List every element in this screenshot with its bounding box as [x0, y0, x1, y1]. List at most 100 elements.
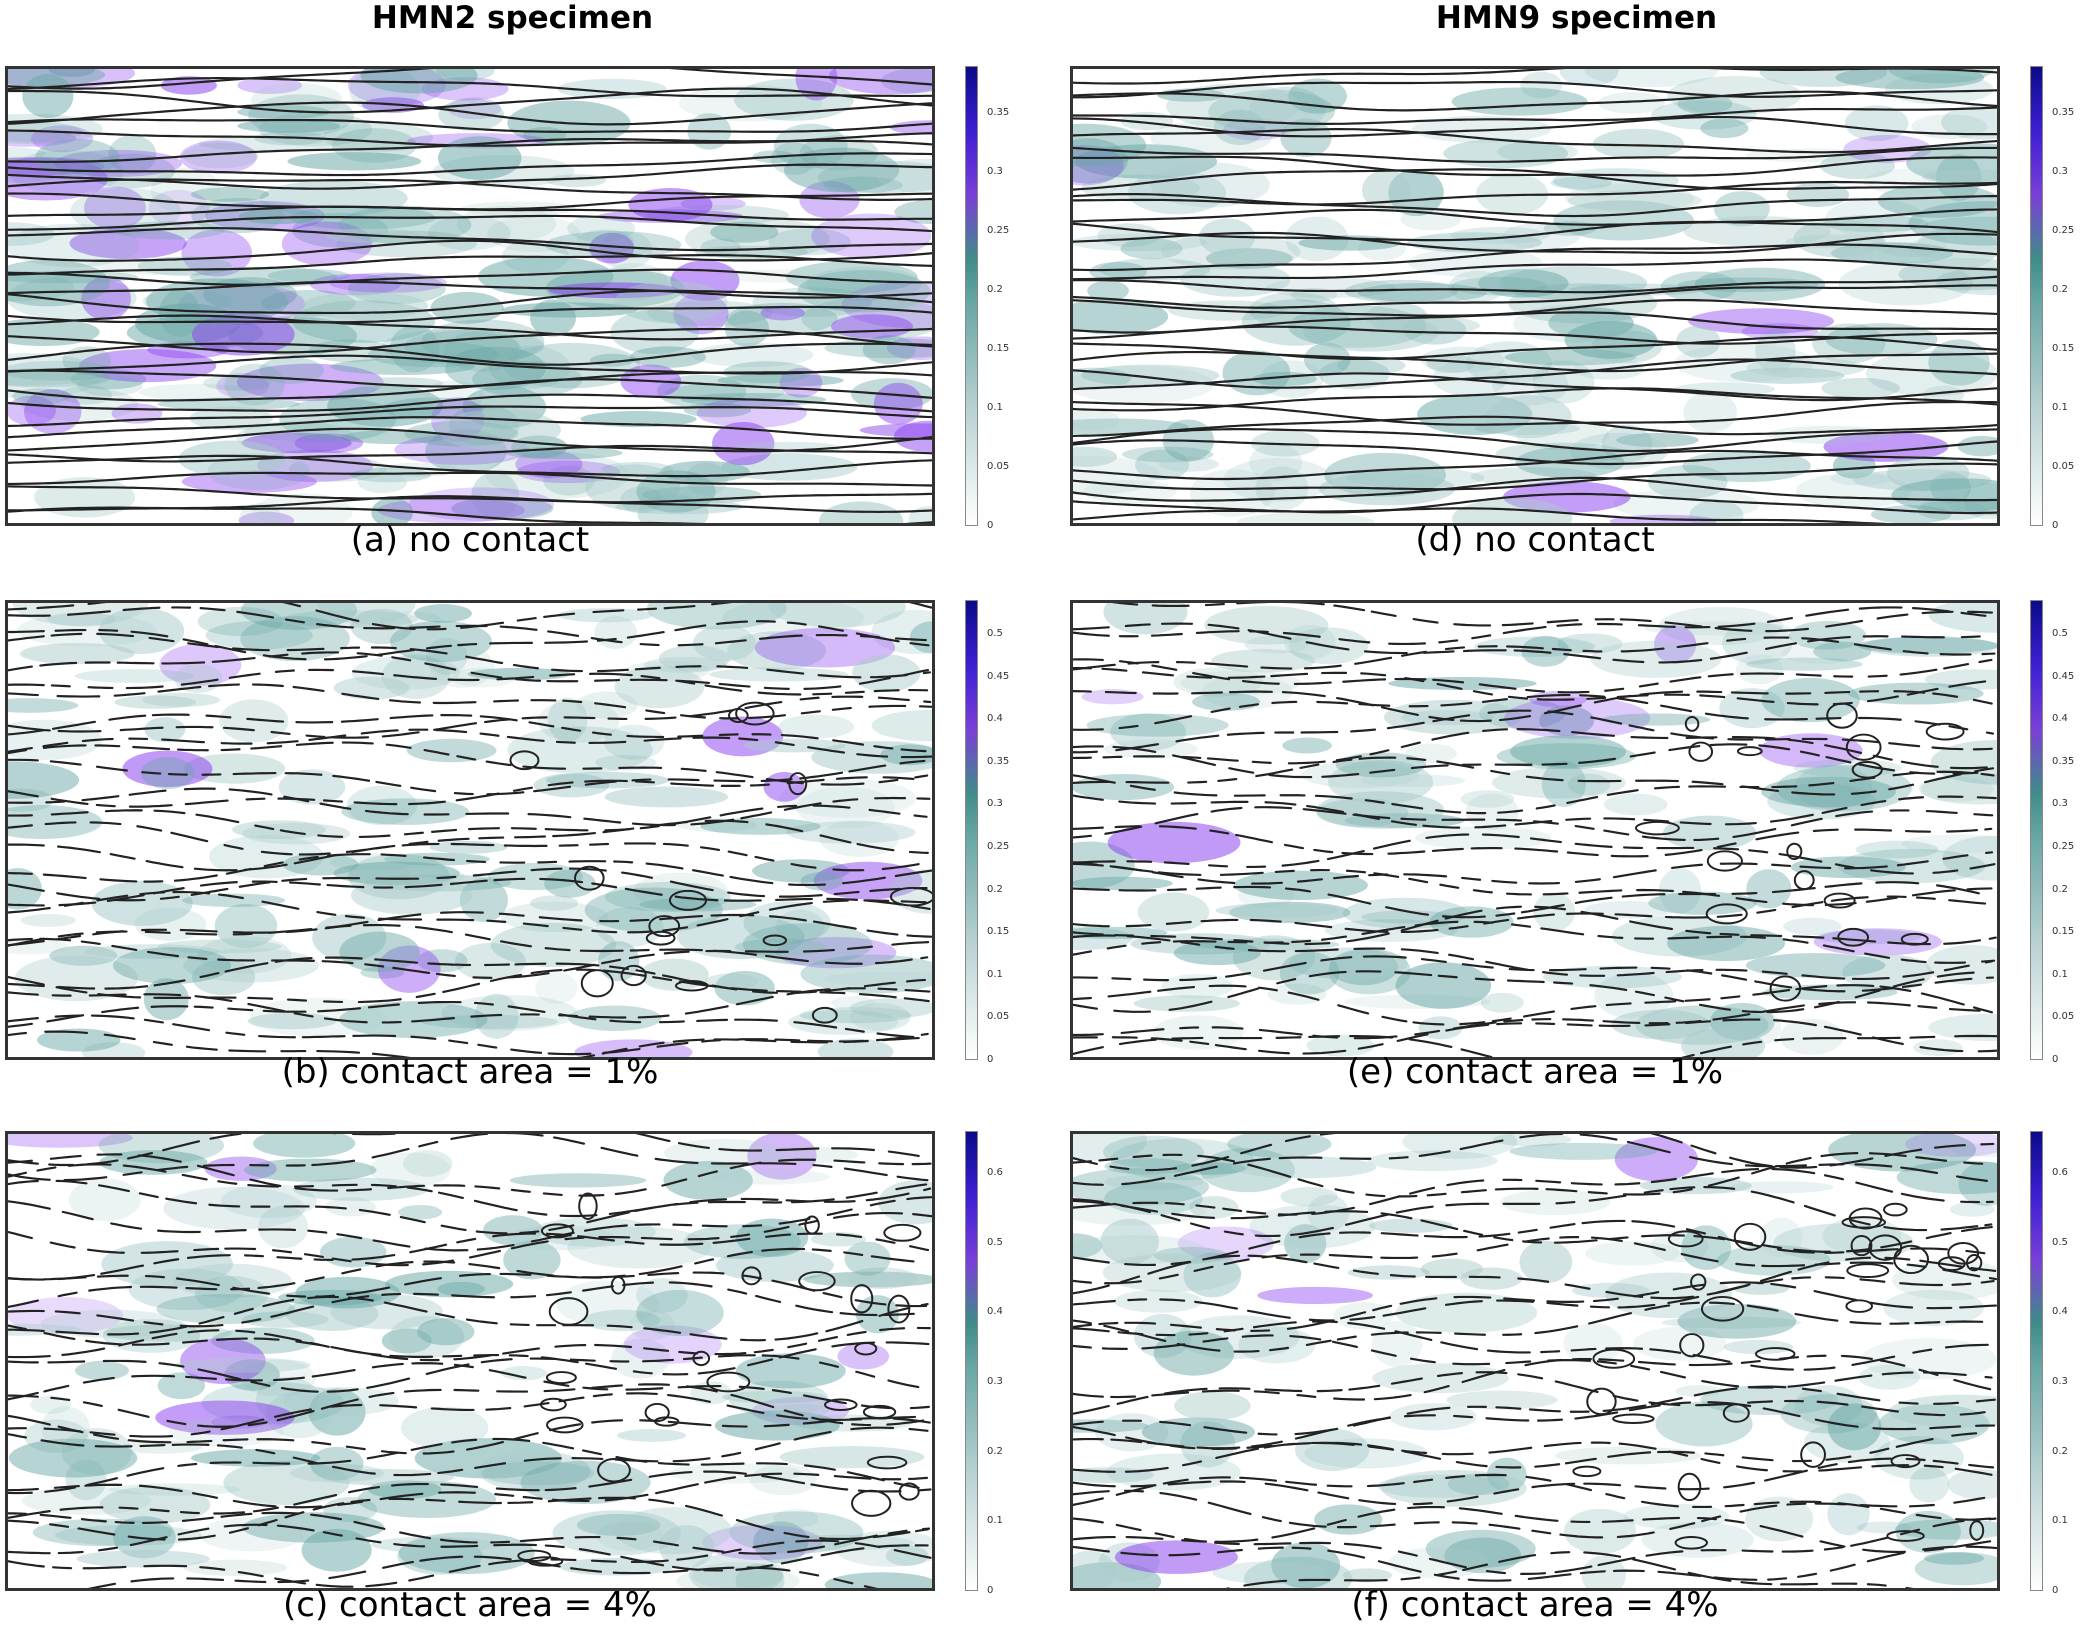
streamline	[1073, 275, 1997, 294]
intensity-patch	[1496, 743, 1637, 770]
intensity-patch	[639, 958, 709, 991]
intensity-patch	[98, 607, 185, 654]
vortex-loop	[824, 1398, 858, 1411]
intensity-patch	[36, 1028, 121, 1052]
intensity-patch	[1389, 1403, 1477, 1431]
intensity-patch	[1641, 1521, 1754, 1558]
intensity-patch	[1541, 760, 1586, 808]
vortex-loop	[668, 889, 708, 911]
intensity-patch	[1842, 954, 1933, 992]
intensity-patch	[583, 1309, 661, 1332]
intensity-patch	[1781, 642, 1864, 664]
streamline	[1073, 258, 1997, 281]
colorbar-tick-label: 0	[987, 520, 994, 531]
intensity-patch	[1304, 1438, 1429, 1469]
intensity-patch	[1073, 446, 1118, 467]
intensity-patch	[1223, 458, 1333, 502]
intensity-patch	[258, 1205, 309, 1249]
intensity-patch	[1515, 419, 1610, 450]
intensity-patch	[1767, 783, 1877, 820]
vortex-loop	[1925, 722, 1965, 741]
intensity-patch	[1301, 761, 1420, 789]
intensity-patch	[785, 261, 918, 294]
streamline	[8, 923, 929, 965]
intensity-patch	[1173, 667, 1264, 697]
intensity-patch	[530, 299, 576, 337]
colorbar-tick-label: 0.05	[987, 461, 1010, 473]
intensity-patch	[157, 939, 282, 954]
intensity-patch	[1921, 169, 1997, 185]
intensity-patch	[646, 603, 787, 630]
intensity-patch	[417, 1318, 475, 1346]
vortex-loop	[1667, 1230, 1704, 1248]
intensity-patch	[1372, 1363, 1509, 1394]
intensity-patch	[1497, 141, 1578, 163]
vortex-loop	[578, 1192, 598, 1220]
intensity-patch	[190, 1449, 321, 1467]
intensity-patch	[728, 1380, 829, 1418]
streamline	[8, 471, 932, 487]
intensity-patch	[40, 1309, 183, 1338]
panel-caption-c: (c) contact area = 4%	[283, 1585, 657, 1625]
intensity-patch	[367, 341, 499, 368]
intensity-patch	[1942, 835, 1997, 881]
intensity-patch	[8, 129, 77, 147]
intensity-patch	[1451, 276, 1548, 296]
intensity-patch	[1928, 1013, 1997, 1042]
intensity-patch	[302, 291, 429, 320]
intensity-patch	[1723, 1339, 1794, 1355]
vortex-loop	[597, 1458, 631, 1483]
intensity-patch	[1222, 350, 1291, 396]
intensity-patch	[831, 996, 876, 1010]
intensity-patch	[142, 289, 233, 313]
intensity-patch	[1677, 1303, 1797, 1339]
intensity-patch	[779, 1446, 925, 1469]
streamline	[1073, 1401, 1996, 1450]
intensity-patch	[178, 283, 306, 326]
intensity-patch	[101, 1241, 234, 1287]
colorbar-tick-label: 0.6	[2052, 1166, 2068, 1178]
intensity-patch	[163, 1186, 305, 1230]
streamline	[1073, 1281, 1997, 1332]
intensity-patch	[1919, 773, 1997, 805]
intensity-patch	[242, 1512, 385, 1543]
flow-field-svg-a	[8, 69, 932, 523]
intensity-patch	[614, 665, 705, 709]
intensity-patch	[1860, 1338, 1997, 1380]
streamline	[1073, 1236, 1997, 1285]
intensity-patch	[211, 1327, 315, 1354]
streamline	[1073, 1186, 1993, 1238]
intensity-patch	[1776, 764, 1912, 812]
intensity-patch	[1884, 73, 1994, 105]
intensity-patch	[643, 656, 728, 673]
intensity-patch	[180, 1338, 266, 1384]
intensity-patch	[81, 276, 131, 321]
intensity-patch	[1141, 1417, 1256, 1447]
intensity-patch	[159, 644, 242, 686]
streamline	[1073, 825, 1993, 858]
intensity-patch	[1761, 677, 1860, 723]
intensity-patch	[1550, 176, 1612, 190]
intensity-patch	[1361, 774, 1466, 787]
intensity-patch	[134, 907, 207, 941]
streamline	[8, 485, 932, 504]
vortex-loop	[1837, 927, 1870, 947]
intensity-patch	[1073, 876, 1173, 891]
streamline	[1073, 180, 1997, 206]
intensity-patch	[806, 266, 922, 302]
intensity-patch	[1662, 815, 1757, 851]
intensity-patch	[1480, 992, 1524, 1013]
vortex-loop	[620, 964, 647, 987]
vortex-loop	[706, 1371, 751, 1393]
intensity-patch	[1735, 654, 1784, 685]
intensity-patch	[1504, 697, 1651, 739]
intensity-patch	[727, 631, 826, 671]
intensity-patch	[604, 881, 731, 912]
intensity-patch	[483, 1215, 543, 1246]
intensity-patch	[871, 709, 932, 742]
intensity-patch	[388, 1315, 464, 1359]
panel-caption-f: (f) contact area = 4%	[1351, 1585, 1719, 1625]
streamline	[8, 1414, 931, 1455]
intensity-patch	[425, 637, 468, 675]
intensity-patch	[729, 1511, 864, 1554]
